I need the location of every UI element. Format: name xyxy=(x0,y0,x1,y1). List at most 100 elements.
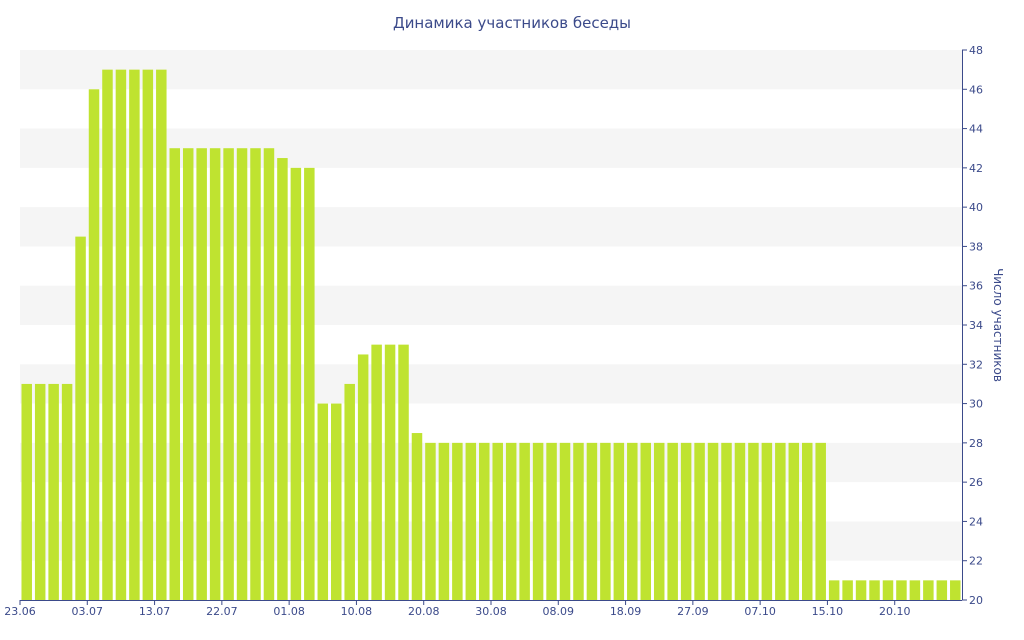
y-tick-label: 32 xyxy=(969,358,983,371)
y-tick-label: 42 xyxy=(969,162,983,175)
x-tick-label: 08.09 xyxy=(543,605,575,618)
bar[interactable] xyxy=(788,442,800,600)
bar[interactable] xyxy=(223,148,234,600)
bar[interactable] xyxy=(546,442,557,600)
bar[interactable] xyxy=(640,442,652,600)
bar[interactable] xyxy=(936,580,948,600)
bar[interactable] xyxy=(855,580,867,600)
x-tick-label: 22.07 xyxy=(206,605,238,618)
bar[interactable] xyxy=(479,442,490,600)
x-tick-label: 23.06 xyxy=(4,605,36,618)
bar[interactable] xyxy=(627,442,638,600)
bar[interactable] xyxy=(438,442,450,600)
bar[interactable] xyxy=(842,580,853,600)
bar[interactable] xyxy=(75,236,86,601)
bar[interactable] xyxy=(586,442,598,600)
bar[interactable] xyxy=(102,69,113,600)
bar[interactable] xyxy=(815,442,826,600)
bar[interactable] xyxy=(371,344,382,600)
bar[interactable] xyxy=(559,442,571,600)
axes: 20 22 24 26 28 30 32 34 36 38 40 42 44 46 48 23.06 03.07… xyxy=(4,44,983,618)
bar[interactable] xyxy=(532,442,544,600)
bar[interactable] xyxy=(734,442,746,600)
bar[interactable] xyxy=(115,69,127,600)
x-tick-label: 10.08 xyxy=(341,605,373,618)
bar[interactable] xyxy=(801,442,813,600)
bar[interactable] xyxy=(600,442,611,600)
bar[interactable] xyxy=(761,442,773,600)
x-tick-label: 01.08 xyxy=(273,605,305,618)
bar[interactable] xyxy=(896,580,907,600)
y-tick-label: 20 xyxy=(969,594,983,607)
y-tick-label: 24 xyxy=(969,515,983,528)
bar[interactable] xyxy=(465,442,477,600)
bar[interactable] xyxy=(425,442,436,600)
bar[interactable] xyxy=(909,580,921,600)
x-tick-label: 30.08 xyxy=(475,605,507,618)
bar[interactable] xyxy=(505,442,517,600)
grid-band xyxy=(20,50,962,90)
bar[interactable] xyxy=(667,442,678,600)
bar[interactable] xyxy=(169,148,181,600)
bar[interactable] xyxy=(182,148,194,600)
bar[interactable] xyxy=(129,69,140,600)
bar[interactable] xyxy=(923,580,934,600)
bar[interactable] xyxy=(317,403,329,600)
y-tick-label: 26 xyxy=(969,476,983,489)
bar[interactable] xyxy=(384,344,396,600)
bar[interactable] xyxy=(156,69,167,600)
bar[interactable] xyxy=(142,69,154,600)
bar[interactable] xyxy=(869,580,880,600)
bar[interactable] xyxy=(398,344,409,600)
bar[interactable] xyxy=(277,158,288,601)
bar[interactable] xyxy=(694,442,705,600)
bar[interactable] xyxy=(209,148,221,600)
bar[interactable] xyxy=(344,383,355,600)
bar[interactable] xyxy=(492,442,503,600)
bar[interactable] xyxy=(263,148,275,600)
bar[interactable] xyxy=(519,442,530,600)
bar[interactable] xyxy=(452,442,463,600)
x-tick-label: 18.09 xyxy=(610,605,642,618)
x-tick-label: 20.10 xyxy=(879,605,911,618)
bar[interactable] xyxy=(950,580,961,600)
bar[interactable] xyxy=(411,433,423,600)
y-tick-label: 30 xyxy=(969,398,983,411)
bar[interactable] xyxy=(828,580,840,600)
y-tick-label: 48 xyxy=(969,44,983,57)
y-tick-label: 28 xyxy=(969,437,983,450)
bar[interactable] xyxy=(250,148,261,600)
bar[interactable] xyxy=(61,383,73,600)
bar[interactable] xyxy=(613,442,625,600)
y-tick-label: 44 xyxy=(969,123,983,136)
bar[interactable] xyxy=(775,442,786,600)
bar[interactable] xyxy=(653,442,665,600)
y-tick-label: 22 xyxy=(969,555,983,568)
bar[interactable] xyxy=(721,442,732,600)
x-tick-label: 27.09 xyxy=(677,605,709,618)
bar[interactable] xyxy=(290,167,302,601)
bar[interactable] xyxy=(748,442,759,600)
bar[interactable] xyxy=(680,442,692,600)
bar[interactable] xyxy=(196,148,207,600)
bar[interactable] xyxy=(304,167,315,601)
bar[interactable] xyxy=(707,442,719,600)
x-tick-label: 07.10 xyxy=(744,605,776,618)
bar[interactable] xyxy=(882,580,894,600)
bar[interactable] xyxy=(236,148,248,600)
bar[interactable] xyxy=(88,89,100,600)
chart-title: Динамика участников беседы xyxy=(393,14,631,32)
y-tick-label: 46 xyxy=(969,83,983,96)
y-tick-label: 38 xyxy=(969,240,983,253)
bar[interactable] xyxy=(573,442,584,600)
bar[interactable] xyxy=(357,354,369,600)
bar[interactable] xyxy=(21,383,32,600)
y-tick-label: 40 xyxy=(969,201,983,214)
bars-series xyxy=(21,69,961,601)
bar[interactable] xyxy=(34,383,46,600)
bar[interactable] xyxy=(48,383,59,600)
y-tick-label: 36 xyxy=(969,280,983,293)
x-tick-label: 15.10 xyxy=(812,605,844,618)
bar[interactable] xyxy=(330,403,342,600)
